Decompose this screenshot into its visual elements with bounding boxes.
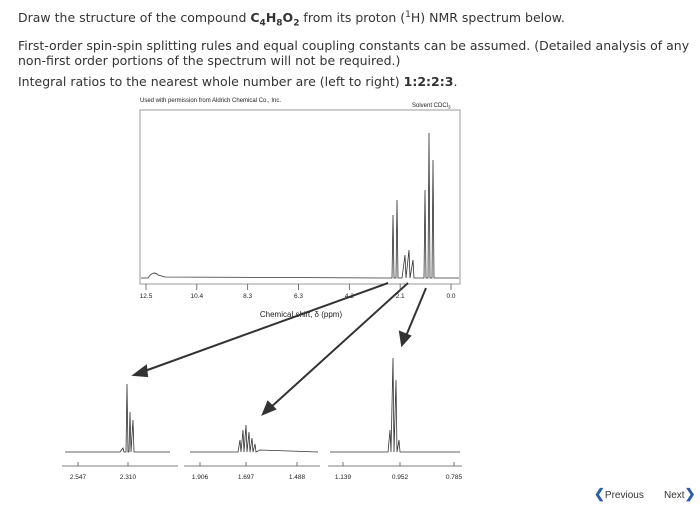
tick-label: 4.2 bbox=[345, 293, 354, 300]
tick-label: 0.952 bbox=[392, 474, 409, 481]
question-line: Integral ratios to the nearest whole num… bbox=[18, 74, 693, 89]
text: 4 bbox=[259, 18, 266, 29]
tick-label: 2.310 bbox=[120, 474, 137, 481]
arrows bbox=[131, 282, 427, 416]
tick-label: 10.4 bbox=[191, 293, 204, 300]
question-line: First-order spin-spin splitting rules an… bbox=[18, 37, 690, 68]
tick-label: 1.488 bbox=[289, 474, 306, 481]
plot-frame bbox=[139, 109, 461, 285]
credit: Used with permission from Aldrich Chemic… bbox=[140, 98, 281, 104]
expansion-trace bbox=[190, 424, 319, 453]
text: Solvent CDCl bbox=[412, 103, 448, 109]
tick-label: 6.3 bbox=[294, 293, 303, 300]
text: Next bbox=[664, 490, 685, 501]
ticks: 12.5 10.4 8.3 6.3 4.2 2.1 0.0 2.547 2.310 1.906 1.… bbox=[70, 284, 463, 481]
text: from its proton ( bbox=[299, 10, 406, 26]
expansion-trace bbox=[65, 383, 170, 453]
text: . bbox=[453, 73, 458, 89]
solvent: Solvent CDCl3 bbox=[412, 103, 451, 110]
tick-label: 0.0 bbox=[446, 293, 455, 300]
text: C bbox=[250, 10, 260, 26]
text: 8 bbox=[276, 18, 283, 29]
text: 1:2:2:3 bbox=[403, 73, 454, 89]
text: H bbox=[265, 10, 277, 26]
next-button[interactable]: Next❯ bbox=[664, 486, 696, 501]
tick-label: 1.697 bbox=[238, 474, 255, 481]
tick-label: 2.1 bbox=[396, 293, 405, 300]
expansion-trace bbox=[330, 357, 460, 453]
question-line: Draw the structure of the compound C4H8O… bbox=[18, 8, 693, 32]
previous-button[interactable]: ❮Previous bbox=[594, 486, 644, 501]
text: O bbox=[282, 10, 294, 26]
tick-label: 0.785 bbox=[446, 474, 463, 481]
tick-label: 8.3 bbox=[243, 293, 252, 300]
text: 1 bbox=[405, 10, 411, 20]
text: Previous bbox=[604, 490, 644, 501]
tick-label: 1.139 bbox=[335, 474, 352, 481]
text: 2 bbox=[293, 18, 300, 29]
question: Draw the structure of the compound C4H8O… bbox=[18, 8, 693, 95]
text: 3 bbox=[448, 105, 451, 110]
tick-label: 12.5 bbox=[140, 293, 153, 300]
text: Integral ratios to the nearest whole num… bbox=[18, 73, 404, 89]
tick-label: 2.547 bbox=[70, 474, 87, 481]
text: Draw the structure of the compound bbox=[18, 10, 251, 26]
spectrum-trace bbox=[141, 132, 459, 279]
tick-label: 1.906 bbox=[192, 474, 209, 481]
text: H) NMR spectrum below. bbox=[410, 10, 565, 26]
